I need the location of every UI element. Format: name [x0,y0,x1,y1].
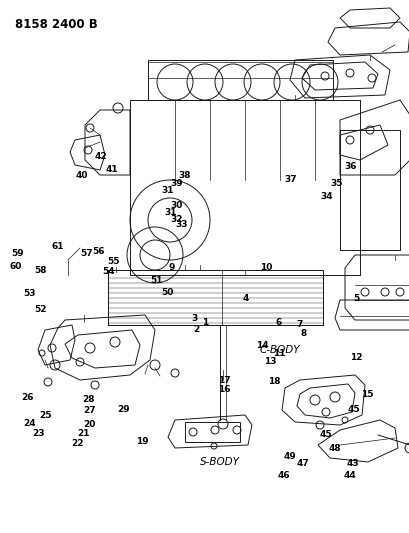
Text: 27: 27 [83,406,95,415]
Text: 24: 24 [23,419,36,428]
Text: 44: 44 [343,472,356,480]
Text: 28: 28 [83,395,95,404]
Bar [108,270,322,325]
Text: 23: 23 [33,430,45,438]
Text: 2: 2 [193,325,200,334]
Text: S-BODY: S-BODY [200,457,239,467]
Text: 25: 25 [40,411,52,420]
Text: 39: 39 [171,179,183,188]
Text: 26: 26 [22,393,34,401]
Text: 37: 37 [284,175,297,184]
Bar [339,130,399,250]
Text: 36: 36 [343,162,355,171]
Text: 47: 47 [296,459,309,468]
Text: 34: 34 [320,192,333,200]
Text: 58: 58 [34,266,46,275]
Text: 6: 6 [275,318,281,327]
Text: 7: 7 [295,320,302,328]
Text: 46: 46 [277,472,289,480]
Text: 9: 9 [168,263,174,272]
Text: 21: 21 [77,429,90,438]
Text: 29: 29 [117,405,130,414]
Text: 5: 5 [353,294,359,303]
Text: 38: 38 [178,172,190,180]
Text: 60: 60 [9,262,22,271]
Bar [148,60,332,100]
Text: 55: 55 [108,257,120,265]
Text: 12: 12 [350,353,362,361]
Text: 11: 11 [272,350,284,358]
Text: 1: 1 [201,318,208,327]
Text: 40: 40 [76,172,88,180]
Text: 49: 49 [282,452,295,461]
Text: 45: 45 [319,430,332,439]
Text: 22: 22 [72,439,84,448]
Text: 43: 43 [346,459,358,468]
Text: 45: 45 [347,405,360,414]
Text: 31: 31 [164,208,176,216]
Bar [130,100,359,275]
Text: 30: 30 [170,201,182,210]
Text: 56: 56 [92,247,104,256]
Text: 31: 31 [162,187,174,195]
Text: 35: 35 [329,180,342,188]
Text: 15: 15 [360,390,372,399]
Text: 17: 17 [217,376,229,385]
Text: 8158 2400 B: 8158 2400 B [15,18,97,31]
Text: 42: 42 [94,152,106,160]
Text: 14: 14 [256,341,268,350]
Text: 19: 19 [135,437,148,446]
Bar [184,422,239,442]
Text: 3: 3 [191,314,197,322]
Text: 61: 61 [52,242,64,251]
Text: 50: 50 [161,288,173,296]
Text: 53: 53 [23,289,36,297]
Text: 51: 51 [150,277,162,285]
Text: 10: 10 [260,263,272,272]
Text: 13: 13 [264,357,276,366]
Text: 8: 8 [299,329,306,337]
Text: 48: 48 [328,445,340,453]
Text: 33: 33 [175,221,187,229]
Text: 32: 32 [171,215,183,224]
Text: 59: 59 [11,249,23,258]
Text: 41: 41 [105,165,117,174]
Text: 4: 4 [242,294,249,303]
Text: 54: 54 [102,268,115,276]
Text: 52: 52 [34,305,46,313]
Text: 18: 18 [267,377,279,385]
Bar [108,270,322,325]
Text: 16: 16 [218,385,230,393]
Text: 20: 20 [83,421,95,429]
Text: 57: 57 [80,249,92,258]
Text: C-BODY: C-BODY [259,345,300,355]
